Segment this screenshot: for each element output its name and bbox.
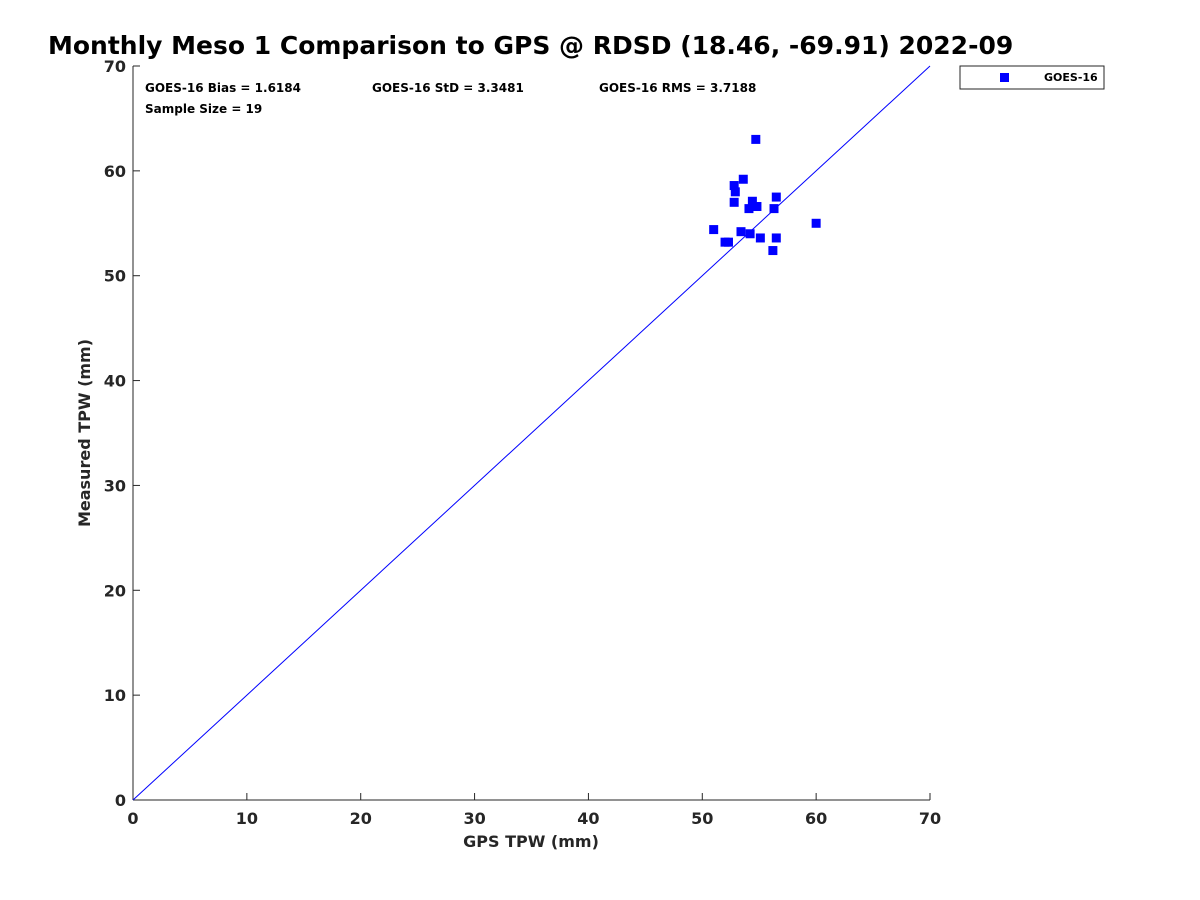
data-point — [771, 192, 781, 202]
data-point — [709, 225, 719, 235]
one-to-one-reference-line — [132, 65, 931, 801]
data-point — [723, 237, 733, 247]
y-tick-label: 10 — [104, 686, 126, 705]
sample-size-stat: Sample Size = 19 — [145, 102, 262, 116]
rms-stat: GOES-16 RMS = 3.7188 — [599, 81, 756, 95]
data-point — [729, 197, 739, 207]
data-point — [755, 233, 765, 243]
goes16-series — [709, 134, 821, 256]
data-point — [747, 196, 757, 206]
y-tick-label: 20 — [104, 581, 126, 600]
chart-title: Monthly Meso 1 Comparison to GPS @ RDSD … — [48, 31, 1013, 60]
data-point — [771, 233, 781, 243]
bias-stat: GOES-16 Bias = 1.6184 — [145, 81, 301, 95]
y-tick-label: 70 — [104, 57, 126, 76]
data-point — [811, 218, 821, 228]
std-stat: GOES-16 StD = 3.3481 — [372, 81, 524, 95]
x-axis-label: GPS TPW (mm) — [463, 832, 599, 851]
data-point — [751, 134, 761, 144]
data-point — [752, 202, 762, 212]
data-point — [768, 246, 778, 256]
legend-box — [959, 65, 1105, 90]
data-point — [738, 174, 748, 184]
data-point — [744, 204, 754, 214]
legend-label: GOES-16 — [1044, 71, 1098, 84]
data-point — [730, 187, 740, 197]
data-point — [729, 181, 739, 191]
y-axis-ticks: 0 10 20 30 40 50 60 70 — [104, 57, 140, 810]
y-tick-label: 60 — [104, 162, 126, 181]
y-tick-label: 40 — [104, 372, 126, 391]
x-tick-label: 70 — [919, 809, 941, 828]
x-tick-label: 0 — [127, 809, 138, 828]
x-tick-label: 20 — [350, 809, 372, 828]
legend-marker — [1000, 73, 1009, 82]
x-axis-ticks: 0 10 20 30 40 50 60 70 — [127, 793, 941, 828]
x-tick-label: 10 — [236, 809, 258, 828]
y-tick-label: 50 — [104, 267, 126, 286]
data-point — [745, 229, 755, 239]
x-tick-label: 60 — [805, 809, 827, 828]
data-point — [769, 204, 779, 214]
data-point — [736, 227, 746, 237]
y-tick-label: 30 — [104, 476, 126, 495]
y-axis-label: Measured TPW (mm) — [75, 339, 94, 527]
x-tick-label: 30 — [463, 809, 485, 828]
x-tick-label: 50 — [691, 809, 713, 828]
y-tick-label: 0 — [115, 791, 126, 810]
legend: GOES-16 — [959, 65, 1105, 90]
x-tick-label: 40 — [577, 809, 599, 828]
